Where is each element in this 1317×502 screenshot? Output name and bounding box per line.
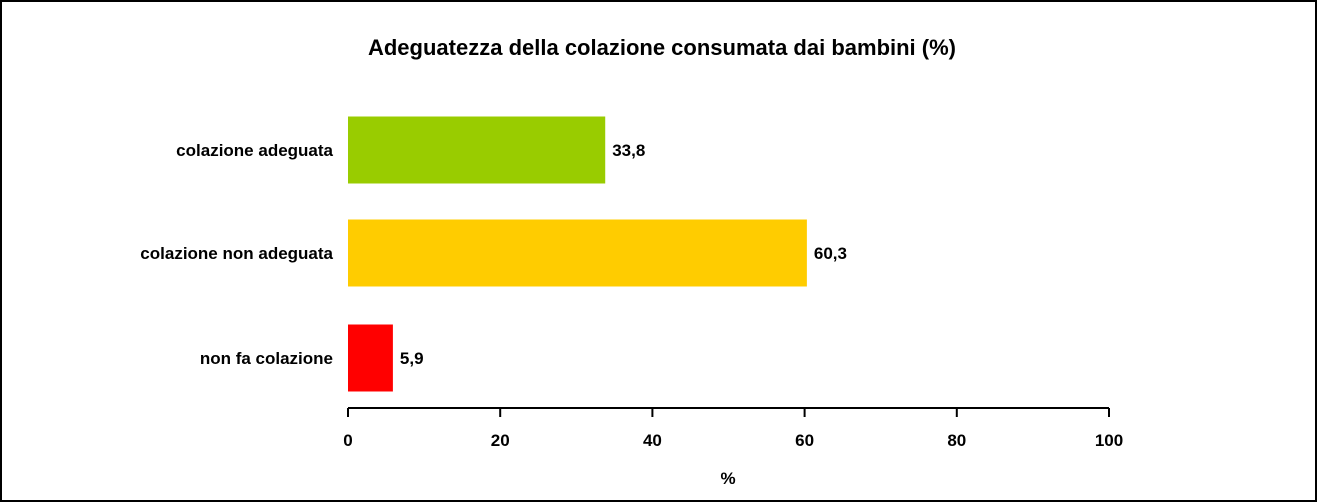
x-axis-label: % <box>720 469 735 488</box>
bar <box>348 324 393 392</box>
bars-layer: colazione adeguata 33,8 colazione non adeg… <box>140 116 847 392</box>
category-label: non fa colazione <box>200 349 333 368</box>
chart-title: Adeguatezza della colazione consumata da… <box>368 35 956 60</box>
category-label: colazione adeguata <box>176 141 333 160</box>
x-tick-label: 20 <box>491 431 510 450</box>
x-axis: 0 20 40 60 80 100 <box>343 407 1123 450</box>
data-label: 5,9 <box>400 349 424 368</box>
category-label: colazione non adeguata <box>140 244 333 263</box>
x-tick-label: 40 <box>643 431 662 450</box>
bar <box>348 219 807 287</box>
data-label: 60,3 <box>814 244 847 263</box>
x-tick-label: 60 <box>795 431 814 450</box>
x-tick-label: 0 <box>343 431 352 450</box>
x-tick-label: 80 <box>947 431 966 450</box>
bar <box>348 116 606 184</box>
x-tick-label: 100 <box>1095 431 1123 450</box>
data-label: 33,8 <box>612 141 645 160</box>
